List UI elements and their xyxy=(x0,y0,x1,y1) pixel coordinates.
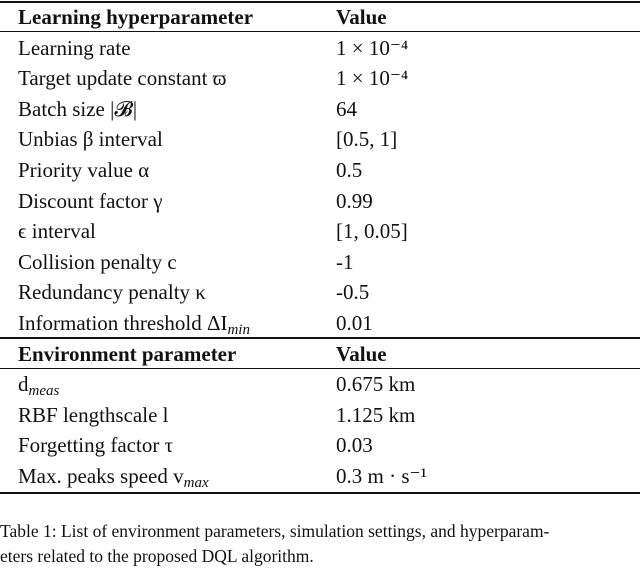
row-value: 64 xyxy=(336,96,357,121)
row-label: Discount factor γ xyxy=(18,186,163,216)
row-label: Batch size |𝓑| xyxy=(18,94,137,124)
row-value: [0.5, 1] xyxy=(336,127,398,152)
section-rule xyxy=(0,337,640,339)
label-text: Max. peaks speed v xyxy=(18,464,184,488)
row-label: Redundancy penalty κ xyxy=(18,277,206,307)
column-header: Environment parameter xyxy=(18,341,237,366)
row-label: Target update constant ϖ xyxy=(18,63,226,93)
column-header: Value xyxy=(336,341,387,366)
row-label: Max. peaks speed vmax xyxy=(18,461,209,491)
row-value: 0.03 xyxy=(336,433,373,458)
row-value: 0.01 xyxy=(336,311,373,335)
label-text: Redundancy penalty κ xyxy=(18,280,206,305)
label-text: Batch size |𝓑| xyxy=(18,96,138,121)
label-subscript: min xyxy=(227,322,250,338)
top-rule xyxy=(0,1,640,3)
label-text: Discount factor γ xyxy=(18,188,163,213)
row-label: Information threshold ΔImin xyxy=(18,308,250,338)
row-value: [1, 0.05] xyxy=(336,219,408,244)
row-label: RBF lengthscale l xyxy=(18,400,169,430)
row-value: -1 xyxy=(336,249,354,274)
column-header: Value xyxy=(336,5,387,29)
row-value: 0.5 xyxy=(336,158,363,182)
row-label: Forgetting factor τ xyxy=(18,430,173,460)
row-value: 0.675 km xyxy=(336,372,416,397)
row-value: -0.5 xyxy=(336,280,370,305)
label-subscript: meas xyxy=(28,383,60,400)
label-text: Unbias β interval xyxy=(18,127,163,152)
row-value: 1 × 10⁻⁴ xyxy=(336,66,409,91)
header-rule xyxy=(0,31,640,32)
column-header: Learning hyperparameter xyxy=(18,5,254,29)
row-label: Priority value α xyxy=(18,155,149,185)
caption-line: eters related to the proposed DQL algori… xyxy=(0,546,314,566)
bottom-rule xyxy=(0,492,640,494)
row-label: dmeas xyxy=(18,369,59,399)
row-label: ϵ interval xyxy=(18,216,96,246)
row-value: 0.3 m · s⁻¹ xyxy=(336,464,427,488)
row-value: 0.99 xyxy=(336,188,373,213)
label-text: d xyxy=(18,372,29,397)
label-text: Learning rate xyxy=(18,35,131,60)
label-text: Information threshold ΔI xyxy=(18,311,228,335)
row-value: 1.125 km xyxy=(336,402,416,427)
row-label: Learning rate xyxy=(18,33,131,63)
row-value: 1 × 10⁻⁴ xyxy=(336,35,409,60)
label-text: Collision penalty c xyxy=(18,249,177,274)
row-label: Unbias β interval xyxy=(18,124,163,154)
label-text: RBF lengthscale l xyxy=(18,402,169,427)
label-text: Priority value α xyxy=(18,158,150,182)
header-rule xyxy=(0,368,640,369)
label-subscript: max xyxy=(183,475,209,491)
label-text: Target update constant ϖ xyxy=(18,66,227,91)
label-text: ϵ interval xyxy=(18,219,96,244)
caption-line: Table 1: List of environment parameters,… xyxy=(0,521,550,541)
label-text: Forgetting factor τ xyxy=(18,433,174,458)
row-label: Collision penalty c xyxy=(18,247,177,277)
